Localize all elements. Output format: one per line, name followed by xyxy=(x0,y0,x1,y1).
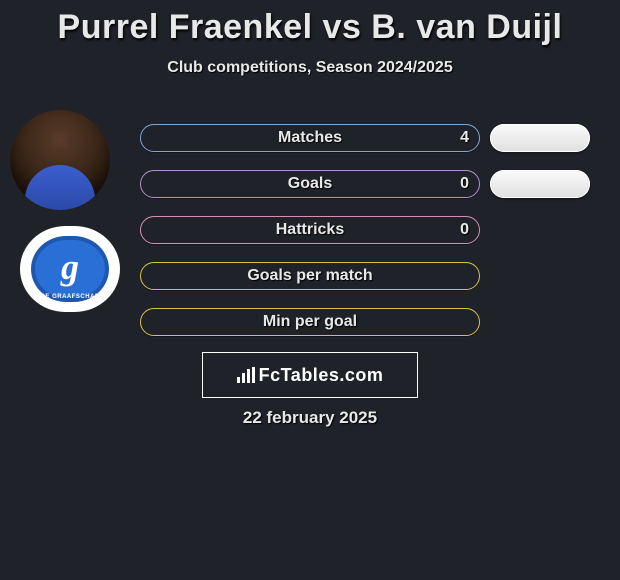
stat-pill-right xyxy=(490,170,590,198)
stat-label: Goals per match xyxy=(247,267,372,285)
watermark-text: FcTables.com xyxy=(259,365,384,386)
stat-row: Hattricks 0 xyxy=(140,216,480,244)
page-title: Purrel Fraenkel vs B. van Duijl xyxy=(0,0,620,47)
stat-label: Hattricks xyxy=(276,221,344,239)
club-initial: g xyxy=(61,249,79,285)
stat-row: Min per goal xyxy=(140,308,480,336)
stat-value-left: 0 xyxy=(460,175,469,193)
club-ring-text: DE GRAAFSCHAP xyxy=(35,294,105,300)
stat-rows-container: Matches 4 Goals 0 Hattricks 0 Goals per match M… xyxy=(140,124,480,354)
stat-value-left: 4 xyxy=(460,129,469,147)
player-avatar xyxy=(10,110,110,210)
club-badge: g DE GRAAFSCHAP xyxy=(20,226,120,312)
stat-label: Goals xyxy=(288,175,332,193)
stat-pill-right xyxy=(490,124,590,152)
stat-row: Goals per match xyxy=(140,262,480,290)
stat-label: Min per goal xyxy=(263,313,357,331)
stat-row: Goals 0 xyxy=(140,170,480,198)
club-badge-inner: g DE GRAAFSCHAP xyxy=(31,236,109,302)
stat-value-left: 0 xyxy=(460,221,469,239)
subtitle: Club competitions, Season 2024/2025 xyxy=(0,59,620,77)
stat-row: Matches 4 xyxy=(140,124,480,152)
chart-icon xyxy=(237,367,255,383)
stat-label: Matches xyxy=(278,129,342,147)
date-text: 22 february 2025 xyxy=(0,408,620,428)
watermark: FcTables.com xyxy=(202,352,418,398)
